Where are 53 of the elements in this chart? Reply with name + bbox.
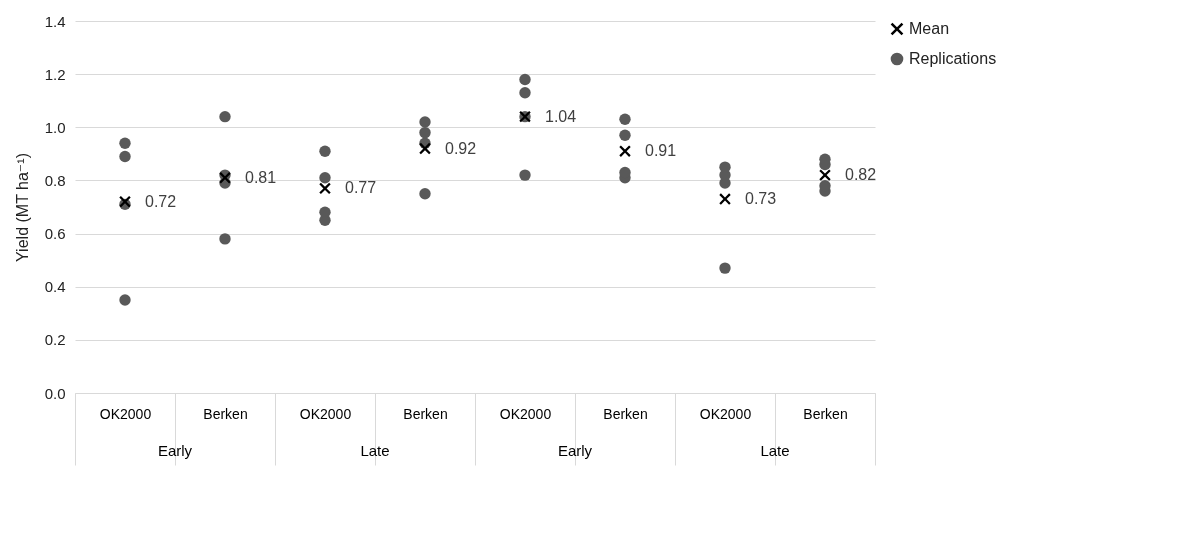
text: Early (557, 442, 593, 459)
y-axis-title: Yield (MT ha⁻¹) (13, 153, 31, 262)
legend-label: Mean (909, 20, 950, 37)
x-tick-label: OK2000 (299, 405, 352, 422)
point (619, 145, 631, 157)
point (419, 188, 431, 200)
data-label: 0.73 (745, 190, 777, 208)
point (319, 182, 331, 195)
point (519, 169, 531, 181)
point (419, 116, 431, 128)
y-tick-label: 0.0 (44, 384, 66, 402)
data-label: 0.92 (445, 139, 477, 157)
x-tick-label: Berken (203, 405, 248, 422)
point (119, 137, 131, 149)
point (119, 294, 131, 306)
point (219, 110, 231, 123)
y-tick-label: 0.4 (44, 278, 66, 296)
y-tick-label: 1.4 (44, 12, 66, 30)
point (319, 145, 331, 157)
x-tick-label: Berken (403, 405, 448, 422)
point (319, 206, 331, 218)
point (419, 126, 431, 139)
data-label: 0.82 (845, 166, 877, 184)
x-tick-label: OK2000 (499, 405, 552, 422)
text: Late (760, 442, 790, 459)
point (119, 150, 131, 163)
data-label: 0.77 (345, 179, 377, 197)
point (619, 129, 631, 141)
point (219, 233, 231, 245)
point (319, 172, 331, 184)
y-tick-label: 1.2 (44, 65, 66, 83)
y-tick-label: 0.2 (44, 331, 66, 349)
text: Early (157, 442, 193, 459)
point (719, 193, 731, 205)
x-tick-label: OK2000 (99, 405, 152, 422)
data-label: 0.91 (645, 142, 677, 160)
point (419, 142, 431, 155)
data-label: 0.72 (145, 192, 177, 210)
data-label: 1.04 (545, 107, 577, 125)
point (519, 87, 531, 99)
y-tick-label: 0.6 (44, 225, 66, 243)
text: Late (360, 442, 390, 459)
point (819, 169, 831, 181)
x-tick-label: Berken (603, 405, 648, 422)
point (619, 113, 631, 125)
point (719, 262, 731, 274)
point (519, 73, 531, 86)
x-tick-label: OK2000 (699, 405, 752, 422)
y-tick-label: 1.0 (44, 118, 66, 136)
legend-label: Replications (909, 50, 997, 67)
x-tick-label: Berken (803, 405, 848, 422)
data-label: 0.81 (245, 168, 277, 186)
y-tick-label: 0.8 (44, 171, 66, 189)
